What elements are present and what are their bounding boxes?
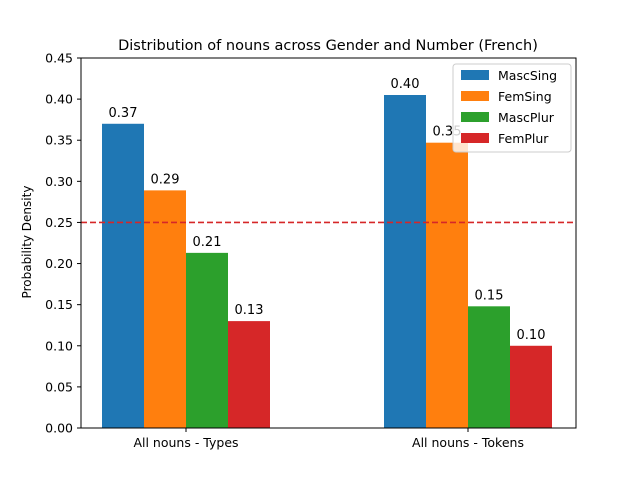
bar-mascsing-1 [102, 123, 144, 429]
legend-label-mascplur: MascPlur [498, 110, 555, 125]
legend: MascSing FemSing MascPlur FemPlur [452, 63, 572, 153]
y-tick-label: 0.25 [45, 215, 73, 230]
x-tick-label: All nouns - Types [133, 435, 238, 450]
data-label-femplur-1: 0.13 [235, 303, 264, 318]
bar-mascsing-2 [384, 95, 426, 428]
data-label-femplur-2: 0.10 [517, 328, 546, 343]
bar-femsing-2 [426, 142, 468, 428]
data-label-mascplur-2: 0.15 [475, 288, 504, 303]
legend-label-mascsing: MascSing [498, 68, 557, 83]
plot-frame [80, 57, 577, 429]
legend-swatch-mascsing [461, 70, 489, 80]
bar-femplur-1 [228, 321, 270, 428]
legend-swatch-femplur [461, 133, 489, 143]
bar-femplur-2 [510, 345, 552, 428]
y-tick-label: 0.35 [45, 133, 73, 148]
bar-mascplur-1 [186, 252, 228, 428]
bar-mascplur-2 [468, 306, 510, 428]
legend-box [452, 63, 572, 153]
y-tick-label: 0.05 [45, 379, 73, 394]
y-tick-label: 0.15 [45, 297, 73, 312]
y-tick-label: 0.40 [45, 92, 73, 107]
data-label-mascsing-1: 0.37 [109, 106, 138, 121]
data-label-femsing-1: 0.29 [151, 172, 180, 187]
bars-group [102, 95, 552, 429]
y-tick-label: 0.30 [45, 174, 73, 189]
bar-femsing-1 [144, 190, 186, 428]
axes-group: 0.00 0.05 0.10 0.15 0.20 0.25 0.30 0.35 0.40 0.45… [45, 51, 577, 450]
y-axis-label: Probability Density [20, 186, 34, 299]
chart-title: Distribution of nouns across Gender and … [118, 38, 538, 54]
legend-label-femplur: FemPlur [498, 131, 549, 146]
y-tick-label: 0.00 [45, 421, 73, 436]
y-tick-label: 0.10 [45, 338, 73, 353]
legend-swatch-mascplur [461, 112, 489, 122]
y-tick-label: 0.45 [45, 51, 73, 66]
x-tick-label: All nouns - Tokens [412, 435, 524, 450]
legend-swatch-femsing [461, 91, 489, 101]
y-tick-label: 0.20 [45, 256, 73, 271]
data-label-mascsing-2: 0.40 [391, 77, 420, 92]
legend-label-femsing: FemSing [498, 89, 552, 104]
data-label-mascplur-1: 0.21 [193, 235, 222, 250]
